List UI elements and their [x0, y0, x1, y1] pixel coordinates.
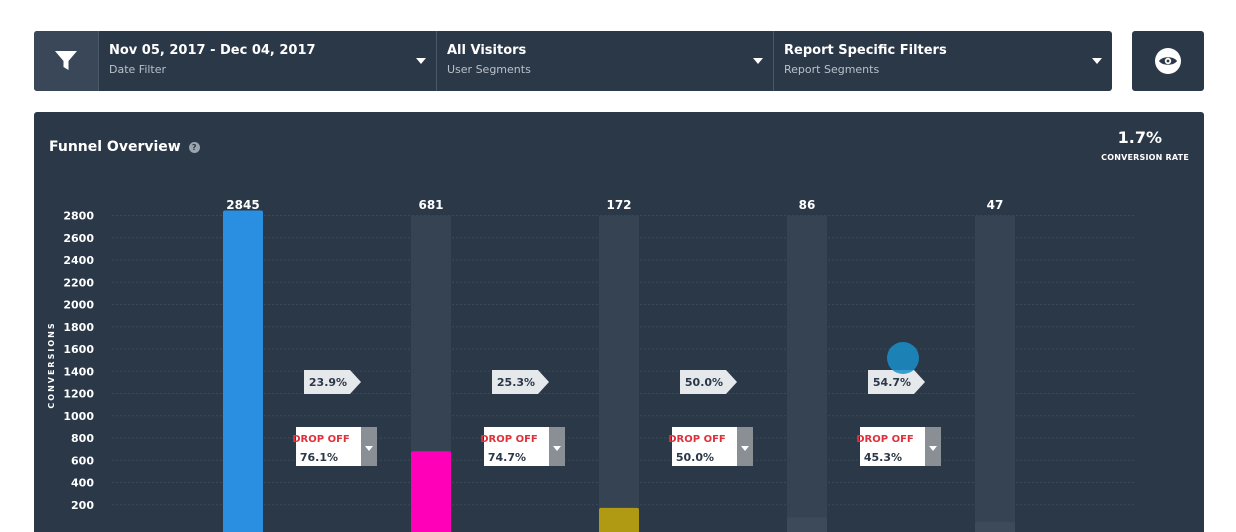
step-rate-arrow [680, 370, 737, 394]
drop-off-label: DROP OFF [480, 434, 537, 445]
drop-off-value: 76.1% [300, 451, 338, 464]
drop-off-label: DROP OFF [856, 434, 913, 445]
chevron-down-icon [1092, 58, 1102, 64]
bar-track [599, 215, 639, 527]
date-filter-value: Nov 05, 2017 - Dec 04, 2017 [109, 43, 316, 58]
eye-icon [1155, 48, 1181, 74]
filter-icon [55, 51, 77, 70]
drop-off-value: 45.3% [864, 451, 902, 464]
y-tick-label: 2400 [63, 254, 94, 267]
drop-off-label: DROP OFF [668, 434, 725, 445]
y-tick-label: 2000 [63, 299, 94, 312]
filter-toolbar: Nov 05, 2017 - Dec 04, 2017 Date Filter … [34, 31, 1112, 91]
funnel-chart: 200 400 600 800 1000 1200 1400 1600 1800 2000 2200… [47, 198, 1134, 532]
bar-value-label: 86 [799, 198, 816, 212]
y-tick-label: 1000 [63, 410, 94, 423]
step-rate-arrow [868, 370, 925, 394]
drop-off-card [484, 427, 549, 466]
step-rate-label: 25.3% [497, 376, 535, 389]
report-segments-label: Report Segments [784, 63, 880, 76]
bar-track [787, 215, 827, 527]
bar-value-label: 681 [418, 198, 443, 212]
conversion-rate-value: 1.7% [1117, 128, 1162, 147]
y-tick-label: 200 [71, 499, 94, 512]
filter-button[interactable] [34, 31, 98, 91]
chevron-down-icon [553, 446, 561, 451]
y-tick-label: 2800 [63, 210, 94, 223]
chevron-down-icon [365, 446, 373, 451]
funnel-bar[interactable] [223, 210, 263, 532]
y-tick-label: 600 [71, 454, 94, 467]
bar-value-label: 172 [606, 198, 631, 212]
cursor-highlight [887, 342, 919, 374]
y-axis-label: CONVERSIONS [47, 321, 56, 408]
report-segments-dropdown[interactable]: Report Specific Filters Report Segments [773, 31, 1112, 91]
bar-track [975, 215, 1015, 527]
user-segments-dropdown[interactable]: All Visitors User Segments [436, 31, 773, 91]
date-filter-label: Date Filter [109, 63, 167, 76]
funnel-panel: Funnel Overview ? 1.7% CONVERSION RATE 2… [34, 112, 1204, 532]
drop-off-label: DROP OFF [292, 434, 349, 445]
drop-off-card [296, 427, 361, 466]
step-rate-arrow [492, 370, 549, 394]
y-tick-label: 400 [71, 477, 94, 490]
help-icon[interactable]: ? [188, 141, 200, 153]
funnel-bar[interactable] [599, 507, 639, 532]
panel-title: Funnel Overview ? [49, 139, 200, 155]
y-tick-label: 1400 [63, 365, 94, 378]
date-filter-dropdown[interactable]: Nov 05, 2017 - Dec 04, 2017 Date Filter [98, 31, 436, 91]
y-tick-label: 1200 [63, 388, 94, 401]
drop-off-card [860, 427, 925, 466]
funnel-bar[interactable] [411, 451, 451, 532]
y-tick-label: 800 [71, 432, 94, 445]
step-rate-label: 54.7% [873, 376, 911, 389]
chevron-down-icon [753, 58, 763, 64]
y-tick-label: 2600 [63, 232, 94, 245]
user-segments-label: User Segments [447, 63, 531, 76]
step-rate-arrow [304, 370, 361, 394]
funnel-bar[interactable] [975, 521, 1015, 532]
panel-title-text: Funnel Overview [49, 139, 181, 155]
y-tick-label: 1800 [63, 321, 94, 334]
chevron-down-icon [416, 58, 426, 64]
report-filters-value: Report Specific Filters [784, 43, 947, 58]
chevron-down-icon [741, 446, 749, 451]
funnel-bar[interactable] [787, 517, 827, 532]
user-segments-value: All Visitors [447, 43, 527, 58]
conversion-rate-label: CONVERSION RATE [1101, 153, 1189, 162]
drop-off-value: 74.7% [488, 451, 526, 464]
drop-off-card [672, 427, 737, 466]
bar-value-label: 2845 [226, 198, 259, 212]
step-rate-label: 23.9% [309, 376, 347, 389]
y-tick-label: 1600 [63, 343, 94, 356]
bar-value-label: 47 [987, 198, 1004, 212]
step-rate-label: 50.0% [685, 376, 723, 389]
chevron-down-icon [929, 446, 937, 451]
drop-off-value: 50.0% [676, 451, 714, 464]
view-toggle-button[interactable] [1132, 31, 1204, 91]
y-tick-label: 2200 [63, 276, 94, 289]
